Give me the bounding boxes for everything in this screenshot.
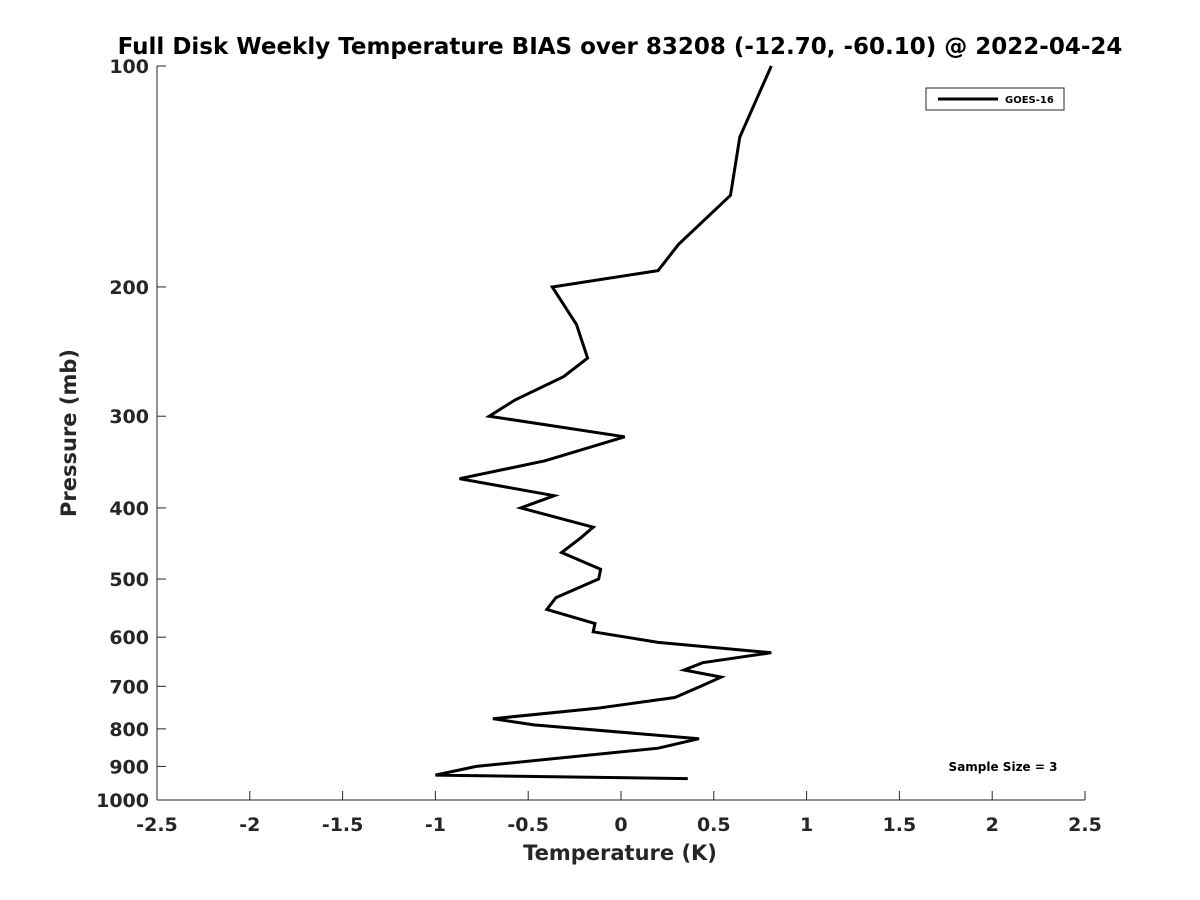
x-tick-label: 1.5	[883, 814, 917, 836]
y-tick-label: 100	[109, 56, 149, 78]
x-tick-label: -2	[239, 814, 260, 836]
x-tick-label: -2.5	[136, 814, 178, 836]
x-tick-label: 2	[986, 814, 999, 836]
plot-area	[435, 65, 773, 781]
x-tick-label: 0.5	[697, 814, 731, 836]
x-tick-label: -1	[425, 814, 446, 836]
x-tick-label: 2.5	[1068, 814, 1102, 836]
legend-entry-label: GOES-16	[1005, 95, 1054, 106]
y-axis-label: Pressure (mb)	[57, 349, 81, 517]
y-tick-label: 1000	[96, 790, 149, 812]
y-tick-label: 500	[109, 569, 149, 591]
chart-title: Full Disk Weekly Temperature BIAS over 8…	[118, 34, 1123, 60]
x-tick-label: -0.5	[507, 814, 549, 836]
y-tick-label: 600	[109, 627, 149, 649]
series-line-goes-16	[435, 65, 773, 781]
sample-size-annotation: Sample Size = 3	[949, 760, 1058, 774]
y-tick-label: 700	[109, 676, 149, 698]
x-tick-label: 1	[800, 814, 813, 836]
y-tick-label: 800	[109, 719, 149, 741]
legend: GOES-16	[925, 87, 1065, 111]
x-tick-label: -1.5	[322, 814, 364, 836]
x-tick-label: 0	[614, 814, 627, 836]
axes: -2.5 -2 -1.5 -1 -0.5 0 0.5 1 1.5 2 2.5 100 200 300 400…	[96, 56, 1102, 836]
y-tick-label: 400	[109, 498, 149, 520]
y-tick-label: 900	[109, 756, 149, 778]
y-tick-label: 200	[109, 277, 149, 299]
x-axis-label: Temperature (K)	[523, 841, 717, 865]
y-tick-label: 300	[109, 406, 149, 428]
